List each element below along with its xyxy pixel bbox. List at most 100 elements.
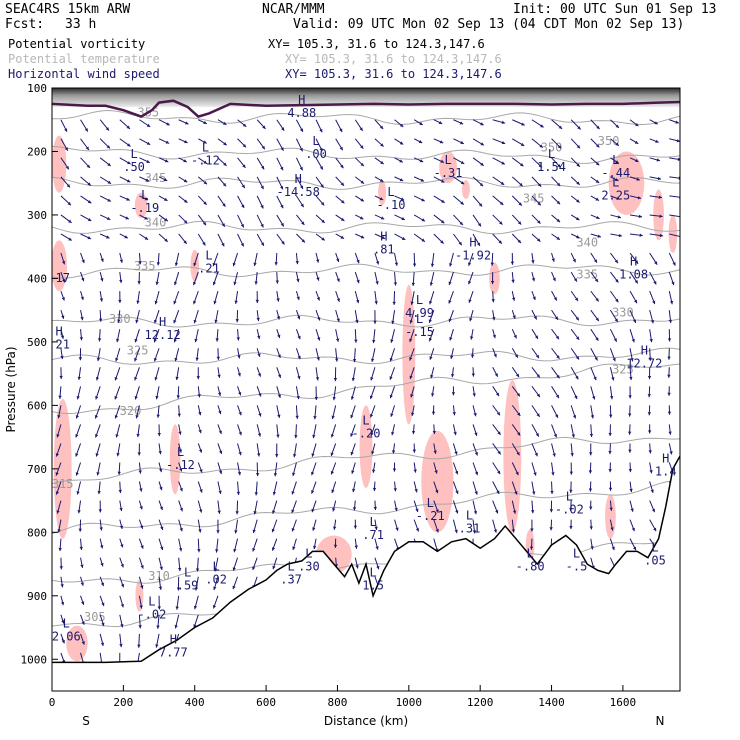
wind-vector-head <box>667 392 671 396</box>
wind-vector-head <box>630 358 634 362</box>
wind-vector-head <box>631 527 635 532</box>
wind-vector-head <box>469 317 473 322</box>
wind-vector-head <box>336 258 340 262</box>
wind-vector-head <box>145 178 150 182</box>
pv-extremum: L.59 <box>177 566 199 593</box>
wind-vector-head <box>614 259 618 264</box>
pv-extremum: H12.12 <box>145 315 181 342</box>
pv-shaded-region <box>503 379 522 533</box>
wind-vector-head <box>517 432 521 436</box>
wind-vector-head <box>401 236 406 240</box>
y-tick-label: 100 <box>27 82 47 95</box>
pv-extremum-symbol: L <box>612 175 619 189</box>
wind-vector-head <box>596 144 600 148</box>
wind-vector-head <box>157 433 161 437</box>
wind-vector-head <box>94 415 99 419</box>
wind-vector-head <box>414 489 418 493</box>
wind-vector-head <box>459 121 464 125</box>
y-tick-label: 1000 <box>21 653 48 666</box>
wind-vector-head <box>372 469 376 473</box>
wind-vector-head <box>372 339 376 344</box>
wind-vector-head <box>575 316 579 321</box>
field-wind-xy: XY= 105.3, 31.6 to 124.3,147.6 <box>285 67 502 81</box>
pv-extremum-symbol: L <box>573 547 580 561</box>
wind-vector-head <box>153 357 158 362</box>
wind-vector-head <box>433 450 437 454</box>
wind-vector-head <box>277 394 281 398</box>
wind-vector-head <box>215 549 219 553</box>
wind-vector-head <box>334 358 339 362</box>
pv-extremum: L1.5 <box>362 566 384 593</box>
wind-vector-head <box>85 146 89 151</box>
wind-vector-head <box>199 509 203 513</box>
wind-vector-head <box>260 205 264 209</box>
wind-vector-head <box>202 221 207 226</box>
pv-extremum: H-1.92 <box>455 236 491 263</box>
wind-vector-head <box>429 356 433 360</box>
wind-vector-head <box>214 319 218 324</box>
pv-extremum: L.02 <box>205 559 227 586</box>
wind-vector-head <box>514 491 518 495</box>
wind-vector-head <box>100 642 105 647</box>
wind-vector-head <box>647 412 652 416</box>
wind-vector-head <box>531 260 535 264</box>
wind-vector-head <box>321 219 325 223</box>
pv-extremum: H12.72 <box>626 344 662 371</box>
wind-vector-head <box>594 278 599 283</box>
wind-vector-head <box>86 164 91 168</box>
pv-shaded-region <box>439 151 457 184</box>
wind-vector-head <box>311 490 315 494</box>
wind-vector-head <box>359 216 364 220</box>
wind-vector-head <box>351 377 356 382</box>
wind-vector-head <box>216 530 220 534</box>
wind-vector-head <box>497 450 501 455</box>
wind-vector-head <box>280 166 284 171</box>
wind-vector-head <box>473 412 477 417</box>
wind-vector-head <box>178 547 183 552</box>
wind-vector-head <box>595 197 599 201</box>
wind-vector-head <box>615 142 619 146</box>
wind-vector-head <box>415 508 419 513</box>
wind-vector-head <box>576 181 580 185</box>
pv-extremum-value: .21 <box>198 261 220 275</box>
wind-vector-head <box>460 140 464 144</box>
wind-vector-head <box>532 296 536 301</box>
wind-vector-head <box>649 469 653 474</box>
pv-extremum: H7.77 <box>159 632 188 659</box>
wind-vector-head <box>332 508 336 512</box>
wind-vector-head <box>140 585 144 589</box>
wind-vector-head <box>135 319 139 324</box>
wind-vector-head <box>320 184 324 188</box>
wind-vector-head <box>650 319 655 324</box>
wind-vector-head <box>257 335 261 339</box>
wind-vector-head <box>316 259 320 263</box>
wind-vector-head <box>460 181 465 185</box>
wind-vector-head <box>280 204 284 209</box>
pv-extremum-symbol: L <box>387 185 394 199</box>
wind-vector-head <box>594 357 598 361</box>
wind-vector-head <box>59 566 63 570</box>
wind-vector-head <box>297 355 301 360</box>
wind-vector-head <box>576 199 580 203</box>
wind-vector-head <box>177 413 181 417</box>
wind-vector-head <box>272 510 276 514</box>
pv-extremum-symbol: L <box>287 559 294 573</box>
wind-vector-head <box>58 395 62 399</box>
wind-vector-head <box>277 374 282 378</box>
wind-vector-head <box>616 196 620 200</box>
x-tick-label: 1400 <box>538 696 565 709</box>
wind-vector-head <box>472 530 477 534</box>
wind-vector-head <box>76 491 80 495</box>
valid-time: Valid: 09 UTC Mon 02 Sep 13 (04 CDT Mon … <box>293 17 685 32</box>
wind-vector-head <box>222 203 226 207</box>
wind-vector-head <box>331 489 335 493</box>
wind-vector-head <box>572 415 577 419</box>
wind-vector-head <box>106 216 111 220</box>
wind-vector-head <box>573 278 577 282</box>
wind-vector-head <box>255 299 259 303</box>
wind-vector-head <box>75 415 79 419</box>
wind-vector-head <box>590 415 595 419</box>
wind-vector-head <box>213 300 217 305</box>
wind-vector-head <box>515 471 519 476</box>
wind-vector-head <box>428 319 432 323</box>
